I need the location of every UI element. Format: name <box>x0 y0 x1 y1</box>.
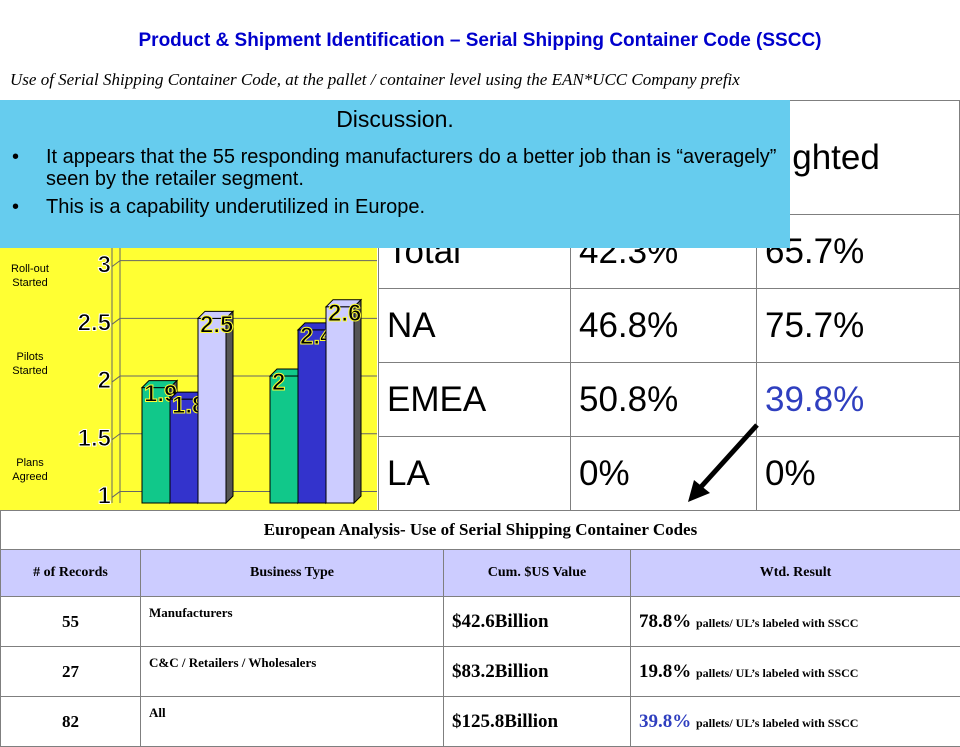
y-tick-label: 2.5 <box>78 309 111 336</box>
page-subtitle: Use of Serial Shipping Container Code, a… <box>10 70 950 90</box>
stats-pct: 46.8% <box>571 289 757 363</box>
discussion-list: • It appears that the 55 responding manuf… <box>8 146 778 224</box>
stats-region: EMEA <box>379 363 571 437</box>
data-label: 2.6 <box>328 300 361 327</box>
data-label: 2 <box>272 369 285 396</box>
y-tick-label: 1 <box>98 482 111 509</box>
discussion-box: Discussion. • It appears that the 55 resp… <box>0 100 790 248</box>
cell-value: $125.8Billion <box>444 697 631 747</box>
bullet-icon: • <box>12 196 19 218</box>
cell-value: $42.6Billion <box>444 597 631 647</box>
gridline-depth <box>112 261 120 267</box>
gridline-depth <box>112 376 120 382</box>
stats-pct: 0% <box>571 437 757 511</box>
bar <box>298 330 326 503</box>
stats-weighted: 0% <box>757 437 960 511</box>
col-header-records: # of Records <box>1 550 141 597</box>
col-header-result: Wtd. Result <box>631 550 960 597</box>
bar-chart: 32.521.511.91.82.522.42.6 <box>0 210 377 510</box>
result-suffix: pallets/ UL’s labeled with SSCC <box>696 666 858 680</box>
discussion-heading: Discussion. <box>0 106 790 133</box>
chart-panel: Roll-out Started Pilots Started Plans Ag… <box>0 210 377 510</box>
cell-records: 82 <box>1 697 141 747</box>
bullet-icon: • <box>12 146 19 168</box>
table-row: 27 C&C / Retailers / Wholesalers $83.2Bi… <box>1 647 960 697</box>
cell-value: $83.2Billion <box>444 647 631 697</box>
stats-weighted: 75.7% <box>757 289 960 363</box>
y-tick-label: 1.5 <box>78 425 111 452</box>
discussion-point-text: It appears that the 55 responding manufa… <box>46 146 776 190</box>
european-analysis-table: European Analysis- Use of Serial Shippin… <box>0 510 960 747</box>
result-pct: 78.8% <box>639 611 691 632</box>
col-header-value: Cum. $US Value <box>444 550 631 597</box>
stats-region: LA <box>379 437 571 511</box>
cell-records: 27 <box>1 647 141 697</box>
cell-result: 19.8% pallets/ UL’s labeled with SSCC <box>631 647 960 697</box>
cell-type: C&C / Retailers / Wholesalers <box>141 647 444 697</box>
discussion-point: • This is a capability underutilized in E… <box>8 196 778 218</box>
result-suffix: pallets/ UL’s labeled with SSCC <box>696 716 858 730</box>
result-pct: 39.8% <box>639 711 691 732</box>
stats-pct: 50.8% <box>571 363 757 437</box>
gridline-depth <box>112 318 120 324</box>
gridline-depth <box>112 491 120 497</box>
bar <box>326 307 354 503</box>
data-label: 2.5 <box>200 311 233 338</box>
result-suffix: pallets/ UL’s labeled with SSCC <box>696 616 858 630</box>
page-title: Product & Shipment Identification – Seri… <box>0 30 960 52</box>
y-tick-label: 2 <box>98 367 111 394</box>
gridline-depth <box>112 434 120 440</box>
cell-type: Manufacturers <box>141 597 444 647</box>
cell-records: 55 <box>1 597 141 647</box>
bar-side <box>354 300 361 503</box>
result-pct: 19.8% <box>639 661 691 682</box>
cell-result: 39.8% pallets/ UL’s labeled with SSCC <box>631 697 960 747</box>
cell-type: All <box>141 697 444 747</box>
y-tick-label: 3 <box>98 252 111 279</box>
table-row: 82 All $125.8Billion 39.8% pallets/ UL’s… <box>1 697 960 747</box>
stats-region: NA <box>379 289 571 363</box>
bar <box>198 318 226 503</box>
stats-weighted: 39.8% <box>757 363 960 437</box>
col-header-business-type: Business Type <box>141 550 444 597</box>
discussion-point: • It appears that the 55 responding manuf… <box>8 146 778 190</box>
discussion-point-text: This is a capability underutilized in Eu… <box>46 196 425 218</box>
analysis-caption: European Analysis- Use of Serial Shippin… <box>1 511 960 550</box>
table-row: 55 Manufacturers $42.6Billion 78.8% pall… <box>1 597 960 647</box>
bar-side <box>226 311 233 503</box>
cell-result: 78.8% pallets/ UL’s labeled with SSCC <box>631 597 960 647</box>
